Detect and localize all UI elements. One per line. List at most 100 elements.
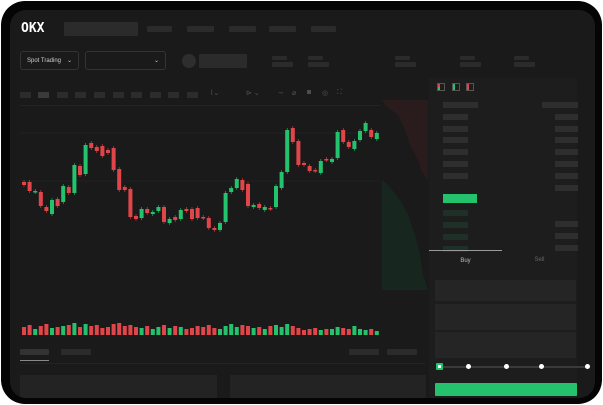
volume-bar xyxy=(290,326,295,335)
orderbook-bids-view-icon[interactable] xyxy=(452,83,460,91)
volume-bar xyxy=(346,329,351,335)
nav-item[interactable] xyxy=(187,26,214,32)
slider-handle[interactable] xyxy=(436,363,443,370)
ruler-icon[interactable]: ⌀ xyxy=(292,90,297,97)
candle xyxy=(178,210,183,219)
tab-buy[interactable]: Buy xyxy=(429,250,502,270)
bid-price xyxy=(443,222,468,228)
interval-button[interactable] xyxy=(94,92,105,98)
amount-slider[interactable] xyxy=(440,366,588,368)
slider-step-25[interactable] xyxy=(466,364,471,369)
candle xyxy=(223,193,228,222)
ask-price xyxy=(443,114,468,120)
volume-bar xyxy=(201,327,206,335)
price-input[interactable] xyxy=(435,280,576,301)
interval-button[interactable] xyxy=(168,92,179,98)
amount-input[interactable] xyxy=(435,304,576,330)
ask-price xyxy=(443,137,468,143)
candle xyxy=(173,217,178,220)
candle xyxy=(307,166,312,171)
search-bar[interactable] xyxy=(64,22,138,36)
candle xyxy=(66,187,71,193)
volume-bar xyxy=(55,327,60,335)
candle xyxy=(335,132,340,158)
pair-dropdown[interactable]: ⌄ xyxy=(85,51,166,70)
stat-label xyxy=(514,56,529,60)
total-input[interactable] xyxy=(435,332,576,358)
volume-bar xyxy=(134,327,138,335)
orderbook-both-view-icon[interactable] xyxy=(437,83,445,91)
candle xyxy=(352,141,357,149)
interval-button[interactable] xyxy=(38,92,49,98)
interval-button[interactable] xyxy=(20,92,31,98)
candle xyxy=(324,159,329,161)
volume-bar xyxy=(313,328,318,335)
line-icon[interactable]: ∼ xyxy=(278,90,284,97)
nav-item[interactable] xyxy=(269,26,296,32)
interval-button[interactable] xyxy=(187,92,198,98)
candlestick-chart[interactable] xyxy=(10,90,430,340)
candle xyxy=(341,130,346,142)
candle xyxy=(240,180,245,190)
slider-step-100[interactable] xyxy=(585,364,590,369)
draw-icon[interactable]: ⊳ ⌄ xyxy=(246,90,260,97)
ask-total xyxy=(555,185,578,191)
candle xyxy=(358,131,362,140)
bid-total xyxy=(555,221,578,227)
candle xyxy=(22,182,26,185)
indicator-icon[interactable]: ⌇⌄ xyxy=(210,90,220,97)
candle xyxy=(313,170,318,172)
filter-button[interactable] xyxy=(349,349,379,355)
interval-button[interactable] xyxy=(113,92,124,98)
volume-bar xyxy=(206,325,211,335)
bottom-divider xyxy=(20,363,425,364)
depth-asks-area xyxy=(382,100,428,180)
tab-sell[interactable]: Sell xyxy=(502,250,577,270)
interval-button[interactable] xyxy=(131,92,142,98)
slider-step-50[interactable] xyxy=(504,364,509,369)
candle xyxy=(156,207,161,211)
candle xyxy=(218,223,222,230)
camera-icon[interactable]: ◙ xyxy=(307,89,312,96)
tab-open-orders[interactable] xyxy=(20,349,49,355)
volume-bar xyxy=(117,323,122,335)
volume-bar xyxy=(257,327,262,335)
candle xyxy=(195,208,200,218)
slider-step-75[interactable] xyxy=(539,364,544,369)
volume-bar xyxy=(173,326,178,335)
candle xyxy=(78,166,82,175)
tab-order-history[interactable] xyxy=(61,349,91,355)
interval-button[interactable] xyxy=(150,92,161,98)
candle xyxy=(94,147,99,151)
spot-trading-dropdown[interactable]: Spot Trading ⌄ xyxy=(20,51,79,70)
candle xyxy=(100,146,105,156)
orderbook-asks-view-icon[interactable] xyxy=(466,83,474,91)
settings-icon[interactable]: ◎ xyxy=(322,90,329,97)
volume-bar xyxy=(38,326,43,335)
buy-button[interactable] xyxy=(435,383,577,396)
okx-logo[interactable]: OKX xyxy=(21,21,44,35)
volume-bar xyxy=(162,325,166,335)
nav-item[interactable] xyxy=(147,26,172,32)
candle xyxy=(206,218,211,228)
fullscreen-icon[interactable]: ⛶ xyxy=(337,89,342,96)
volume-bar xyxy=(251,328,256,335)
interval-button[interactable] xyxy=(75,92,86,98)
candle xyxy=(234,179,239,188)
interval-button[interactable] xyxy=(57,92,68,98)
volume-bar xyxy=(167,328,172,335)
candle xyxy=(274,186,278,207)
spot-trading-label: Spot Trading xyxy=(27,57,62,64)
candle xyxy=(257,204,262,208)
volume-bar xyxy=(330,329,334,335)
volume-bar xyxy=(218,329,222,335)
volume-bar xyxy=(234,327,239,335)
candle xyxy=(150,212,155,214)
candle xyxy=(89,143,94,148)
nav-item[interactable] xyxy=(229,26,256,32)
ask-total xyxy=(555,161,578,167)
volume-bar xyxy=(122,326,127,335)
filter-button[interactable] xyxy=(387,349,417,355)
volume-bar xyxy=(279,327,284,335)
nav-item[interactable] xyxy=(311,26,336,32)
